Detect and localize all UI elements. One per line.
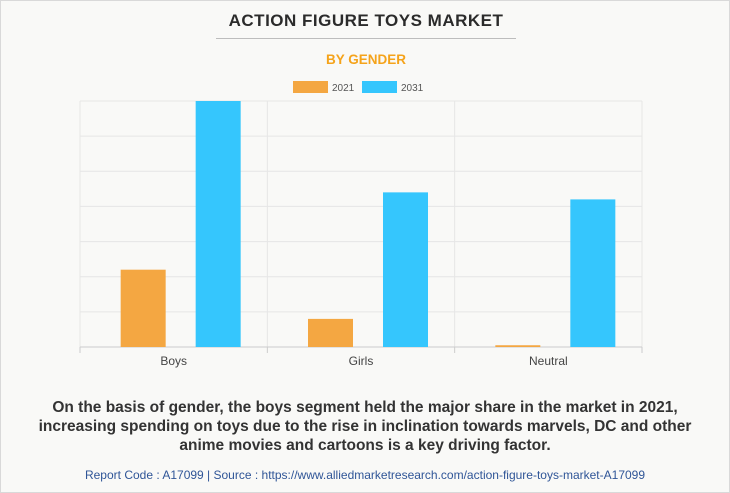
bar-2031-boys	[195, 101, 241, 347]
bar-2021-neutral	[495, 345, 541, 347]
x-tick-label: Boys	[160, 354, 187, 368]
legend-swatch-2021	[293, 81, 328, 93]
report-source-footer[interactable]: Report Code : A17099 | Source : https://…	[84, 468, 646, 482]
bar-2021-girls	[308, 318, 353, 347]
legend-swatch-2031	[362, 81, 397, 93]
legend-label-2021: 2021	[332, 83, 355, 94]
legend-label-2031: 2031	[401, 83, 424, 94]
x-tick-label: Neutral	[529, 354, 568, 368]
bar-2021-boys	[120, 269, 166, 347]
title-divider	[216, 38, 516, 39]
bar-2031-neutral	[570, 199, 616, 347]
chart-subtitle: BY GENDER	[325, 52, 407, 67]
bar-2031-girls	[383, 192, 428, 347]
chart-description: On the basis of gender, the boys segment…	[38, 399, 692, 454]
x-tick-label: Girls	[349, 354, 374, 368]
bar-chart: Boys Girls Neutral 2021 2031	[79, 81, 643, 368]
chart-title: ACTION FIGURE TOYS MARKET	[228, 11, 504, 30]
